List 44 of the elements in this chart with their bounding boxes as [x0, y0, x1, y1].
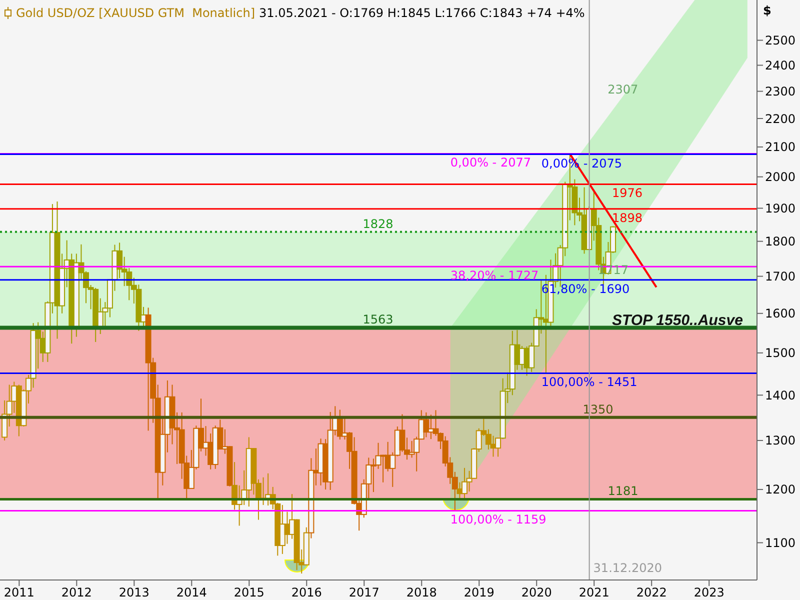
y-tick-label: 2200 — [765, 112, 796, 126]
y-tick-label: 1600 — [765, 306, 796, 321]
ref-line-label: 1563 — [362, 312, 394, 327]
x-tick-label: 2020 — [521, 586, 552, 600]
y-tick-label: 2500 — [765, 34, 796, 48]
ref-line-label: 1828 — [362, 216, 394, 231]
y-tick-label: 1500 — [765, 346, 796, 360]
y-tick-label: 2300 — [765, 84, 796, 99]
annotation: STOP 1550..Ausve — [612, 312, 743, 329]
ref-line-label: 31.12.2020 — [593, 561, 662, 575]
annotation: 100,00% - 1451 — [541, 375, 638, 390]
y-tick-label: 1400 — [765, 388, 796, 402]
x-tick-label: 2023 — [694, 586, 724, 600]
y-tick-label: 1900 — [765, 201, 796, 216]
x-tick-label: 2014 — [176, 586, 207, 600]
x-tick-label: 2022 — [636, 586, 667, 600]
x-tick-label: 2018 — [406, 586, 437, 600]
x-tick-label: 2016 — [291, 586, 322, 600]
ref-line-label: 1898 — [612, 210, 643, 225]
x-tick-label: 2015 — [234, 586, 264, 600]
x-tick-label: 2019 — [464, 586, 494, 600]
y-tick-label: 1200 — [765, 482, 796, 497]
x-tick-label: 2021 — [578, 586, 610, 600]
x-tick-label: 2013 — [118, 586, 150, 600]
x-tick-label: 2017 — [348, 586, 380, 600]
text: Gold USD/OZ [XAUUSD GTM Monatlich] — [16, 6, 256, 20]
ref-line-label: 1350 — [582, 402, 614, 416]
y-tick-label: 2100 — [765, 140, 796, 154]
y-tick-label: 1700 — [765, 270, 796, 284]
annotation: 38,20% - 1727 — [450, 268, 539, 283]
y-tick-label: 2000 — [765, 170, 796, 184]
y-axis-title: $ — [763, 4, 772, 18]
annotation: 2307 — [608, 82, 638, 96]
y-tick-label: 1100 — [765, 536, 796, 550]
x-tick-label: 2011 — [4, 586, 34, 600]
text: 31.05.2021 - O:1769 H:1845 L:1766 C:1843 +74 +4% — [259, 6, 585, 20]
ref-line-label: 1181 — [608, 484, 638, 498]
y-tick-label: 2400 — [765, 58, 796, 73]
annotation: 0,00% - 2077 — [450, 156, 531, 170]
y-tick-label: 1800 — [765, 234, 796, 249]
x-tick-label: 2012 — [61, 586, 92, 600]
y-tick-label: 1300 — [765, 434, 796, 448]
annotation: 100,00% - 1159 — [450, 512, 546, 527]
ref-line-label: 1976 — [612, 186, 643, 200]
